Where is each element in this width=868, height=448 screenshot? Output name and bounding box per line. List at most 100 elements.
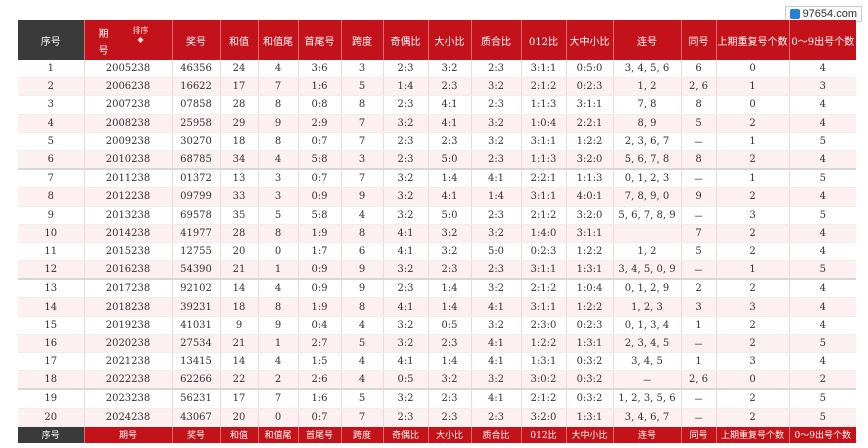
cell-big-mid-small: 3:2:0: [565, 150, 613, 170]
cell-index: 20: [18, 408, 84, 427]
col-header-first-last[interactable]: 首尾号: [297, 20, 341, 60]
cell-prime-composite: 4:1: [470, 334, 521, 354]
col-header-draw[interactable]: 奖号: [171, 20, 220, 60]
cell-index: 8: [18, 187, 84, 207]
cell-sum-tail: 8: [257, 132, 298, 151]
col-header-same[interactable]: 同号: [680, 20, 716, 60]
cell-index: 15: [18, 316, 84, 335]
table-row: 9 2013238 69578 35 5 5:8 4 3:2 5:0 2:3 2:1:2 3:2:0 5…: [18, 206, 856, 225]
cell-same: 2: [680, 278, 716, 299]
cell-big-mid-small: 0:3:2: [565, 370, 613, 390]
cell-index: 7: [18, 168, 84, 189]
footer-sum: 和值: [219, 426, 258, 443]
footer-sum-tail: 和值尾: [257, 426, 298, 443]
cell-digit-count: 5: [788, 206, 856, 225]
cell-consecutive: 3, 4, 5, 0, 9: [612, 260, 681, 280]
col-header-index[interactable]: 序号: [18, 20, 84, 60]
col-header-big-mid-small[interactable]: 大中小比: [565, 20, 613, 60]
table-footer: 序号 期号 奖号 和值 和值尾 首尾号 跨度 奇偶比 大小比 质合比 012比 …: [18, 426, 856, 443]
cell-consecutive: 0, 1, 2, 3: [612, 168, 681, 189]
cell-prime-composite: 2:3: [470, 408, 521, 427]
cell-index: 6: [18, 150, 84, 170]
cell-digit-count: 4: [788, 150, 856, 170]
cell-sum-tail: 4: [257, 60, 298, 79]
cell-big-mid-small: 1:0:4: [565, 278, 613, 299]
cell-first-last: 3:6: [297, 60, 341, 79]
col-header-big-small[interactable]: 大小比: [427, 20, 471, 60]
cell-same: 5: [680, 114, 716, 133]
cell-first-last: 5:8: [297, 206, 341, 225]
cell-sum-tail: 3: [257, 168, 298, 189]
cell-012-ratio: 3:0:2: [520, 370, 566, 390]
cell-sum-tail: 7: [257, 77, 298, 97]
cell-sum-tail: 3: [257, 187, 298, 207]
col-header-sum[interactable]: 和值: [219, 20, 258, 60]
cell-span: 5: [340, 388, 383, 409]
cell-odd-even: 3:2: [382, 187, 428, 207]
cell-sum: 13: [219, 168, 258, 189]
cell-prime-composite: 2:3: [470, 60, 521, 79]
sort-toggle[interactable]: 排序 ◆: [133, 26, 149, 44]
cell-consecutive: 1, 2, 3: [612, 297, 681, 317]
cell-big-small: 5:0: [427, 150, 471, 170]
cell-period: 2024238: [83, 408, 172, 427]
col-header-repeat-count[interactable]: 上期重复号个数: [715, 20, 789, 60]
table-row: 16 2020238 27534 21 1 2:7 5 3:2 2:3 4:1 1:2:2 1:3:1…: [18, 334, 856, 354]
cell-012-ratio: 1:1:3: [520, 150, 566, 170]
cell-repeat-count: 2: [715, 278, 789, 299]
col-header-012-ratio[interactable]: 012比: [520, 20, 566, 60]
cell-first-last: 0:4: [297, 316, 341, 335]
cell-index: 19: [18, 388, 84, 409]
cell-big-mid-small: 1:3:1: [565, 408, 613, 427]
cell-period: 2011238: [83, 168, 172, 189]
cell-span: 4: [340, 370, 383, 390]
cell-consecutive: 3, 4, 6, 7: [612, 408, 681, 427]
cell-span: 5: [340, 77, 383, 97]
cell-digit-count: 4: [788, 297, 856, 317]
cell-sum-tail: 0: [257, 242, 298, 262]
cell-period: 2018238: [83, 297, 172, 317]
cell-odd-even: 3:2: [382, 260, 428, 280]
cell-first-last: 1:7: [297, 242, 341, 262]
cell-repeat-count: 3: [715, 297, 789, 317]
cell-sum-tail: 1: [257, 260, 298, 280]
table-row: 1 2005238 46356 24 4 3:6 3 2:3 3:2 2:3 3:1:1 0:5:0 3…: [18, 60, 856, 79]
cell-big-small: 2:3: [427, 132, 471, 151]
cell-first-last: 0:7: [297, 132, 341, 151]
cell-prime-composite: 4:1: [470, 297, 521, 317]
cell-digit-count: 3: [788, 77, 856, 97]
col-header-digit-count[interactable]: 0～9出号个数: [788, 20, 856, 60]
cell-prime-composite: 3:2: [470, 224, 521, 243]
col-header-prime-composite[interactable]: 质合比: [470, 20, 521, 60]
cell-digit-count: 2: [788, 370, 856, 390]
footer-period: 期号: [83, 426, 172, 443]
col-header-odd-even[interactable]: 奇偶比: [382, 20, 428, 60]
col-header-sum-tail[interactable]: 和值尾: [257, 20, 298, 60]
cell-big-mid-small: 1:2:2: [565, 132, 613, 151]
cell-prime-composite: 4:1: [470, 352, 521, 372]
cell-digit-count: 5: [788, 388, 856, 409]
col-header-span[interactable]: 跨度: [340, 20, 383, 60]
cell-012-ratio: 2:2:1: [520, 168, 566, 189]
cell-draw: 27534: [171, 334, 220, 354]
table-row: 13 2017238 92102 14 4 0:9 9 2:3 1:4 3:2 2:1:2 1:0:4…: [18, 278, 856, 299]
cell-big-mid-small: 3:1:1: [565, 224, 613, 243]
cell-sum-tail: 4: [257, 278, 298, 299]
footer-digit-count: 0～9出号个数: [788, 426, 856, 443]
col-header-period[interactable]: 期 号 排序 ◆: [83, 20, 172, 60]
cell-draw: 39231: [171, 297, 220, 317]
cell-index: 9: [18, 206, 84, 225]
cell-draw: 56231: [171, 388, 220, 409]
cell-sum-tail: 9: [257, 316, 298, 335]
cell-sum-tail: 1: [257, 334, 298, 354]
cell-big-small: 1:4: [427, 168, 471, 189]
cell-big-mid-small: 0:3:2: [565, 388, 613, 409]
cell-same: 6: [680, 60, 716, 79]
cell-012-ratio: 3:1:1: [520, 297, 566, 317]
col-header-consecutive[interactable]: 连号: [612, 20, 681, 60]
lottery-history-table: 序号 期 号 排序 ◆ 奖号 和值 和值尾 首尾号 跨度 奇偶比 大小比 质合比…: [18, 20, 856, 443]
cell-first-last: 0:9: [297, 260, 341, 280]
cell-first-last: 0:7: [297, 408, 341, 427]
cell-draw: 07858: [171, 95, 220, 115]
cell-digit-count: 4: [788, 187, 856, 207]
